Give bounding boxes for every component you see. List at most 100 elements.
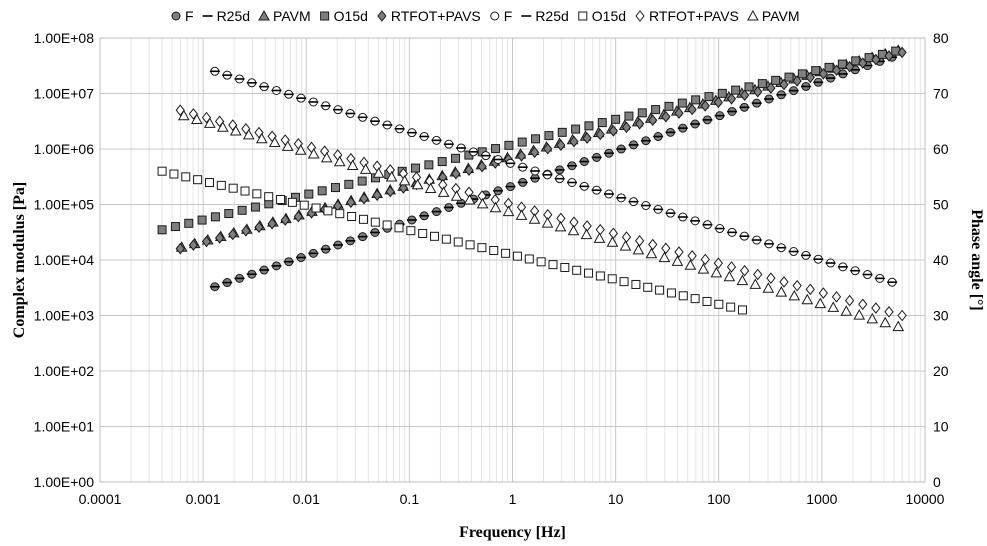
data-point bbox=[713, 96, 724, 109]
data-point bbox=[451, 167, 461, 180]
data-point bbox=[726, 302, 736, 312]
data-point bbox=[347, 212, 357, 222]
legend-label: O15d bbox=[334, 8, 368, 24]
data-point bbox=[884, 305, 894, 318]
y2-tick-label: 70 bbox=[933, 86, 949, 102]
data-point bbox=[344, 179, 354, 189]
data-point bbox=[871, 53, 881, 66]
data-point bbox=[619, 277, 629, 287]
data-point bbox=[240, 186, 250, 196]
data-point bbox=[311, 203, 321, 213]
y2-axis-title: Phase angle [°] bbox=[968, 209, 985, 311]
data-point bbox=[792, 279, 802, 292]
data-point bbox=[844, 60, 855, 73]
data-point bbox=[250, 202, 260, 212]
y-tick-label: 1.00E+05 bbox=[34, 197, 95, 213]
data-point bbox=[643, 282, 653, 292]
data-point bbox=[691, 95, 701, 105]
data-point bbox=[190, 113, 203, 125]
data-point bbox=[897, 309, 907, 322]
data-point bbox=[687, 249, 697, 262]
legend-label: PAVM bbox=[762, 8, 800, 24]
data-point bbox=[634, 235, 645, 247]
legend-label: F bbox=[504, 8, 513, 24]
data-point bbox=[717, 88, 727, 98]
data-point bbox=[330, 183, 340, 193]
data-point bbox=[385, 171, 398, 182]
data-point bbox=[210, 212, 220, 222]
x-tick-label: 0.1 bbox=[400, 491, 420, 507]
data-point bbox=[317, 186, 327, 196]
y2-tick-label: 50 bbox=[933, 197, 949, 213]
data-point bbox=[762, 282, 775, 293]
legend-marker bbox=[258, 9, 270, 21]
y-tick-label: 1.00E+00 bbox=[34, 474, 95, 490]
legend-label: R25d bbox=[535, 8, 568, 24]
data-point bbox=[430, 231, 440, 241]
data-point bbox=[333, 155, 346, 167]
data-point bbox=[844, 294, 855, 307]
data-point bbox=[739, 89, 750, 102]
legend-marker bbox=[377, 10, 387, 22]
data-point bbox=[254, 221, 264, 234]
data-point bbox=[749, 278, 762, 289]
y-tick-label: 1.00E+06 bbox=[34, 141, 95, 157]
legend-label: F bbox=[185, 8, 194, 24]
data-point bbox=[323, 206, 333, 216]
data-point bbox=[788, 289, 801, 301]
data-point bbox=[372, 189, 382, 201]
data-point bbox=[281, 140, 294, 151]
legend-item: RTFOT+PAVS bbox=[635, 8, 739, 24]
data-point bbox=[858, 57, 868, 69]
legend-marker bbox=[320, 11, 330, 21]
data-point bbox=[170, 222, 180, 232]
data-point bbox=[726, 92, 737, 105]
data-point bbox=[554, 220, 567, 232]
data-point bbox=[229, 125, 242, 136]
data-point bbox=[571, 124, 581, 134]
y2-tick-label: 30 bbox=[933, 308, 949, 324]
data-point bbox=[501, 248, 511, 258]
data-point bbox=[840, 305, 853, 316]
x-tick-label: 0.01 bbox=[293, 491, 320, 507]
y2-tick-label: 10 bbox=[933, 419, 949, 435]
data-point bbox=[584, 268, 594, 278]
data-point bbox=[661, 242, 671, 255]
data-point bbox=[684, 259, 697, 270]
data-point bbox=[779, 276, 789, 288]
data-point bbox=[346, 196, 356, 209]
y-tick-label: 1.00E+04 bbox=[34, 252, 95, 268]
data-point bbox=[515, 209, 528, 220]
data-point bbox=[584, 121, 594, 131]
data-point bbox=[237, 205, 247, 215]
data-point bbox=[157, 166, 167, 176]
data-point bbox=[632, 243, 645, 255]
y-axis-title: Complex modulus [Pa] bbox=[11, 182, 28, 338]
data-point bbox=[580, 228, 593, 240]
data-point bbox=[307, 148, 320, 159]
data-point bbox=[864, 53, 874, 63]
data-point bbox=[866, 312, 879, 324]
data-markers bbox=[157, 44, 907, 332]
data-point bbox=[359, 192, 369, 205]
legend-item: R25d bbox=[521, 8, 569, 24]
data-point bbox=[572, 265, 582, 275]
data-point bbox=[224, 209, 234, 219]
y-tick-label: 1.00E+02 bbox=[34, 363, 95, 379]
legend-item: F bbox=[171, 8, 194, 24]
data-point bbox=[157, 225, 167, 235]
data-point bbox=[611, 114, 621, 124]
data-point bbox=[450, 190, 463, 201]
data-point bbox=[595, 128, 605, 141]
data-point bbox=[624, 111, 634, 121]
legend-marker bbox=[747, 9, 759, 21]
data-point bbox=[394, 223, 404, 233]
data-point bbox=[631, 279, 641, 289]
data-point bbox=[541, 217, 554, 228]
data-point bbox=[702, 296, 712, 306]
data-point bbox=[879, 316, 892, 328]
data-point bbox=[687, 103, 697, 116]
data-point bbox=[252, 189, 262, 199]
data-point bbox=[634, 117, 645, 130]
data-point bbox=[204, 178, 214, 188]
